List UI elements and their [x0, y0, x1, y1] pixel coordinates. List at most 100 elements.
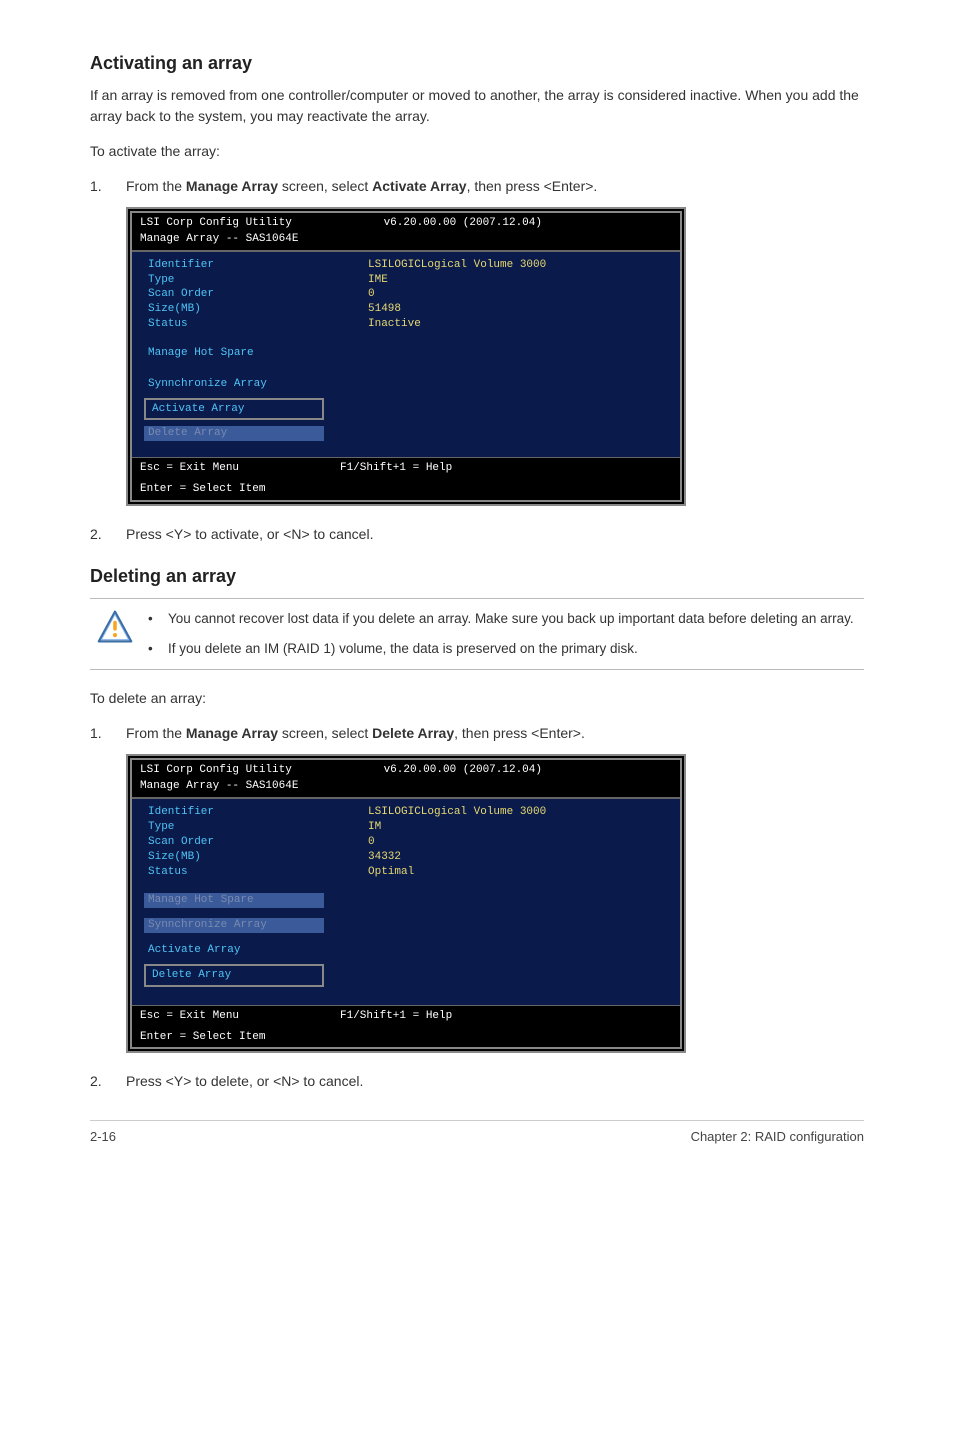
v: 0 [368, 835, 375, 850]
heading-activating: Activating an array [90, 50, 864, 77]
bios-header: LSI Corp Config Utility v6.20.00.00 (200… [132, 760, 680, 779]
intro-activating: If an array is removed from one controll… [90, 85, 864, 127]
step-text: From the Manage Array screen, select Del… [126, 723, 864, 744]
bios-title-left: LSI Corp Config Utility [140, 216, 292, 231]
v: 34332 [368, 850, 401, 865]
bios-body: IdentifierLSILOGICLogical Volume 3000 Ty… [132, 798, 680, 1006]
lead-activating: To activate the array: [90, 141, 864, 162]
l: Identifier [148, 805, 368, 820]
warning-icon [90, 609, 140, 660]
bios-row: StatusInactive [132, 317, 680, 332]
v: 51498 [368, 302, 401, 317]
v: Inactive [368, 317, 421, 332]
menu-delete-array-disabled: Delete Array [144, 426, 324, 441]
heading-deleting: Deleting an array [90, 563, 864, 590]
alert-bullet-2: • If you delete an IM (RAID 1) volume, t… [140, 639, 864, 659]
step-num: 1. [90, 723, 126, 744]
step-num: 2. [90, 1071, 126, 1092]
v: 0 [368, 287, 375, 302]
menu-manage-hot-spare-disabled: Manage Hot Spare [144, 893, 324, 908]
t: Manage Array [186, 178, 278, 194]
v: LSILOGICLogical Volume 3000 [368, 258, 546, 273]
bios-row: Size(MB)51498 [132, 302, 680, 317]
t: screen, select [278, 178, 372, 194]
chapter-title: Chapter 2: RAID configuration [691, 1127, 864, 1147]
f: Esc = Exit Menu [140, 1009, 340, 1024]
alert-text: You cannot recover lost data if you dele… [168, 609, 854, 629]
t: Manage Array [186, 725, 278, 741]
bios-screen-delete: LSI Corp Config Utility v6.20.00.00 (200… [126, 754, 686, 1053]
menu-manage-hot-spare: Manage Hot Spare [132, 346, 680, 361]
bios-row: StatusOptimal [132, 865, 680, 880]
bios-title-right: v6.20.00.00 (2007.12.04) [384, 216, 672, 231]
f: Enter = Select Item [140, 1030, 340, 1045]
step-activate-1: 1. From the Manage Array screen, select … [90, 176, 864, 197]
menu-sync-array: Synnchronize Array [132, 377, 680, 392]
menu-activate-array: Activate Array [144, 398, 324, 421]
step-delete-2: 2. Press <Y> to delete, or <N> to cancel… [90, 1071, 864, 1092]
v: Optimal [368, 865, 414, 880]
l: Type [148, 820, 368, 835]
t: screen, select [278, 725, 372, 741]
v: IME [368, 273, 388, 288]
f: Esc = Exit Menu [140, 461, 340, 476]
dot: • [140, 639, 168, 659]
step-activate-2: 2. Press <Y> to activate, or <N> to canc… [90, 524, 864, 545]
l: Size(MB) [148, 850, 368, 865]
t: , then press <Enter>. [454, 725, 585, 741]
bios-footer: Enter = Select Item [132, 1027, 680, 1048]
bios-row: Size(MB)34332 [132, 850, 680, 865]
v: IM [368, 820, 381, 835]
bios-row: TypeIM [132, 820, 680, 835]
bios-header: LSI Corp Config Utility v6.20.00.00 (200… [132, 213, 680, 232]
step-num: 2. [90, 524, 126, 545]
bios-row: Scan Order0 [132, 287, 680, 302]
step-text: Press <Y> to activate, or <N> to cancel. [126, 524, 864, 545]
t: Activate Array [372, 178, 466, 194]
bios-title-left: LSI Corp Config Utility [140, 763, 292, 778]
alert-bullet-1: • You cannot recover lost data if you de… [140, 609, 864, 629]
l: Scan Order [148, 287, 368, 302]
bios-row: IdentifierLSILOGICLogical Volume 3000 [132, 258, 680, 273]
menu-activate-array: Activate Array [132, 943, 680, 958]
t: , then press <Enter>. [467, 178, 598, 194]
page-number: 2-16 [90, 1127, 116, 1147]
step-delete-1: 1. From the Manage Array screen, select … [90, 723, 864, 744]
t: Delete Array [372, 725, 454, 741]
step-text: From the Manage Array screen, select Act… [126, 176, 864, 197]
bios-subheader: Manage Array -- SAS1064E [132, 779, 680, 798]
bios-footer: Esc = Exit Menu F1/Shift+1 = Help [132, 1006, 680, 1027]
alert-text: If you delete an IM (RAID 1) volume, the… [168, 639, 638, 659]
step-text: Press <Y> to delete, or <N> to cancel. [126, 1071, 864, 1092]
alert-body: • You cannot recover lost data if you de… [140, 609, 864, 660]
bios-screen-activate: LSI Corp Config Utility v6.20.00.00 (200… [126, 207, 686, 506]
page-footer: 2-16 Chapter 2: RAID configuration [90, 1127, 864, 1147]
t: From the [126, 725, 186, 741]
menu-sync-array-disabled: Synnchronize Array [144, 918, 324, 933]
l: Identifier [148, 258, 368, 273]
menu-delete-array: Delete Array [144, 964, 324, 987]
v: LSILOGICLogical Volume 3000 [368, 805, 546, 820]
bios-row: IdentifierLSILOGICLogical Volume 3000 [132, 805, 680, 820]
step-num: 1. [90, 176, 126, 197]
l: Type [148, 273, 368, 288]
bios-footer: Enter = Select Item [132, 479, 680, 500]
alert-box: • You cannot recover lost data if you de… [90, 598, 864, 671]
f: F1/Shift+1 = Help [340, 461, 452, 476]
l: Size(MB) [148, 302, 368, 317]
bios-row: Scan Order0 [132, 835, 680, 850]
l: Status [148, 865, 368, 880]
bios-row: TypeIME [132, 273, 680, 288]
footer-separator [90, 1120, 864, 1121]
t: From the [126, 178, 186, 194]
bios-footer: Esc = Exit Menu F1/Shift+1 = Help [132, 458, 680, 479]
f: F1/Shift+1 = Help [340, 1009, 452, 1024]
bios-subheader: Manage Array -- SAS1064E [132, 232, 680, 251]
l: Status [148, 317, 368, 332]
lead-deleting: To delete an array: [90, 688, 864, 709]
l: Scan Order [148, 835, 368, 850]
bios-title-right: v6.20.00.00 (2007.12.04) [384, 763, 672, 778]
f: Enter = Select Item [140, 482, 340, 497]
dot: • [140, 609, 168, 629]
bios-body: IdentifierLSILOGICLogical Volume 3000 Ty… [132, 251, 680, 459]
